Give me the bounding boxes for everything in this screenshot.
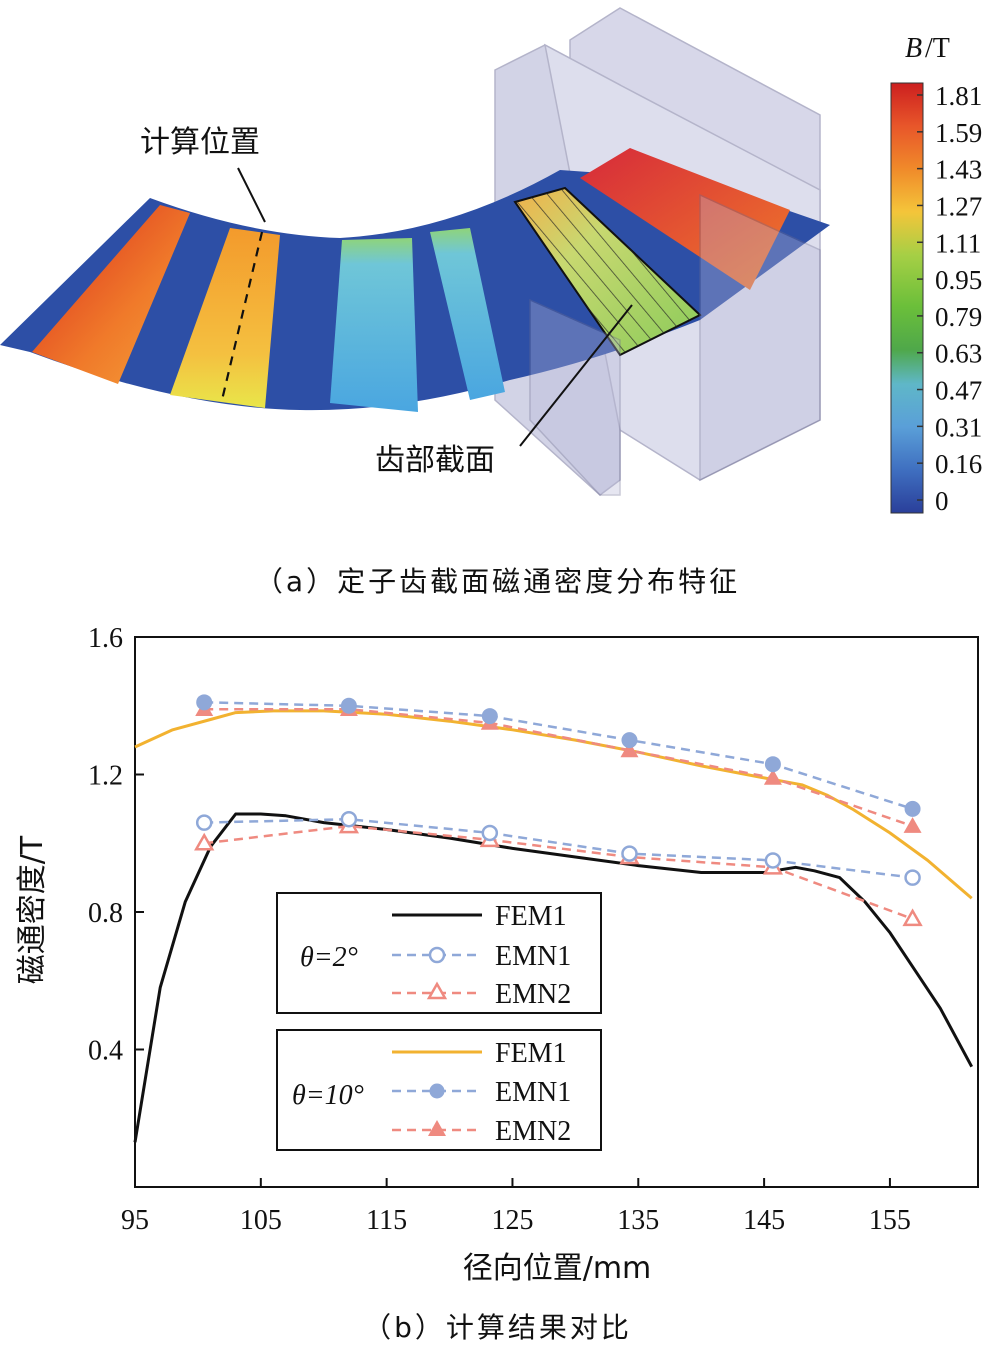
data-point-emn2-10: [763, 768, 782, 785]
x-tick-label: 155: [869, 1205, 911, 1236]
y-tick-label: 0.4: [88, 1036, 123, 1067]
x-tick-label: 125: [491, 1205, 533, 1236]
data-point-emn2-10: [620, 741, 639, 758]
x-tick-label: 115: [366, 1205, 407, 1236]
y-tick-label: 1.2: [88, 761, 123, 792]
data-point-emn1-10: [481, 708, 498, 725]
x-axis-label: 径向位置/mm: [463, 1251, 652, 1286]
tooth-band: [0, 148, 830, 412]
series-line-emn1-10: [204, 701, 913, 811]
series-line-emn2-10: [204, 707, 914, 828]
colorbar-tick-label: 1.81: [935, 81, 982, 111]
colorbar-tick-label: 1.59: [935, 118, 982, 148]
series-line-fem1-2: [133, 812, 974, 1143]
legend-theta-2: θ=2° FEM1 EMN1 EMN2: [276, 892, 602, 1014]
data-point-emn2-10: [903, 817, 922, 833]
data-point-emn1-2: [195, 814, 213, 831]
y-tick-label: 1.6: [88, 623, 123, 654]
y-tick-label: 0.8: [88, 898, 123, 929]
legend-fem1-label-10: FEM1: [495, 1038, 567, 1069]
colorbar-gradient: [890, 82, 924, 514]
label-calc-position: 计算位置: [140, 125, 260, 160]
x-tick-label: 145: [743, 1205, 785, 1236]
colorbar-title-unit: /T: [925, 33, 950, 64]
data-point-emn1-2: [621, 845, 638, 862]
legend-theta-10-label: θ=10°: [292, 1080, 364, 1111]
legend-emn2-marker-10: [428, 1120, 446, 1136]
legend-emn2-label-10: EMN2: [495, 1116, 571, 1147]
label-tooth-section: 齿部截面: [375, 443, 495, 478]
data-point-emn2-2: [902, 908, 923, 927]
legend-emn2-label-2: EMN2: [495, 979, 571, 1010]
colorbar: B /T 1.81 1.59 1.43 1.27 1.11 0.95 0.79 0.63 0.4…: [890, 33, 982, 516]
colorbar-tick-label: 1.27: [935, 191, 982, 221]
colorbar-tick-label: 0.16: [935, 449, 982, 479]
legend-emn1-marker-2: [428, 946, 446, 964]
colorbar-tick-label: 1.43: [935, 155, 982, 185]
flux-density-chart: 95 105 115 125 135 145 155 0.4 0.8 1.2 1.6 径向位置/mm…: [15, 623, 979, 1286]
data-point-emn1-2: [764, 852, 782, 869]
series-line-emn1-2: [204, 817, 913, 879]
colorbar-tick-label: 1.11: [935, 228, 981, 258]
series-line-fem1-10: [134, 709, 973, 900]
data-point-emn1-10: [621, 732, 638, 749]
legend-fem1-label-2: FEM1: [495, 901, 567, 932]
flux-density-illustration: 计算位置 齿部截面 B /T 1.81 1.59 1.43 1.27 1.11 0.95 0…: [0, 7, 982, 516]
colorbar-title-symbol: B: [905, 33, 922, 64]
colorbar-tick-label: 0: [935, 486, 949, 516]
data-point-emn1-10: [764, 756, 781, 773]
colorbar-tick-label: 0.79: [935, 302, 982, 332]
data-point-emn1-2: [904, 869, 921, 886]
data-point-emn1-10: [196, 694, 213, 711]
caption-a: （a）定子齿截面磁通密度分布特征: [254, 565, 741, 598]
legend-emn2-marker-2: [426, 981, 448, 1000]
tooth-leader-line: [519, 304, 633, 447]
data-point-emn1-2: [340, 810, 358, 828]
legend-theta-2-label: θ=2°: [300, 942, 358, 973]
colorbar-tick-label: 0.63: [935, 339, 982, 369]
x-tick-label: 95: [121, 1205, 149, 1236]
data-point-emn2-2: [194, 832, 215, 851]
data-point-emn1-10: [904, 800, 921, 817]
legend-theta-10: θ=10° FEM1 EMN1 EMN2: [276, 1029, 602, 1151]
caption-b: （b）计算结果对比: [363, 1311, 632, 1344]
calc-position-dashed-line: [220, 231, 264, 401]
colorbar-tick-label: 0.47: [935, 376, 982, 406]
core-plates-front: [529, 193, 821, 496]
x-tick-label: 135: [617, 1205, 659, 1236]
data-point-emn1-2: [481, 824, 499, 842]
series-line-emn2-2: [204, 824, 914, 921]
legend-emn1-label-2: EMN1: [495, 941, 571, 972]
legend-emn1-label-10: EMN1: [495, 1077, 571, 1108]
y-axis-label: 磁通密度/T: [15, 835, 50, 984]
legend-emn1-marker-10: [429, 1083, 445, 1099]
calc-leader-line: [237, 167, 266, 223]
data-point-emn1-10: [340, 697, 357, 714]
x-tick-label: 105: [240, 1205, 282, 1236]
colorbar-tick-label: 0.95: [935, 265, 982, 295]
colorbar-tick-label: 0.31: [935, 412, 982, 442]
